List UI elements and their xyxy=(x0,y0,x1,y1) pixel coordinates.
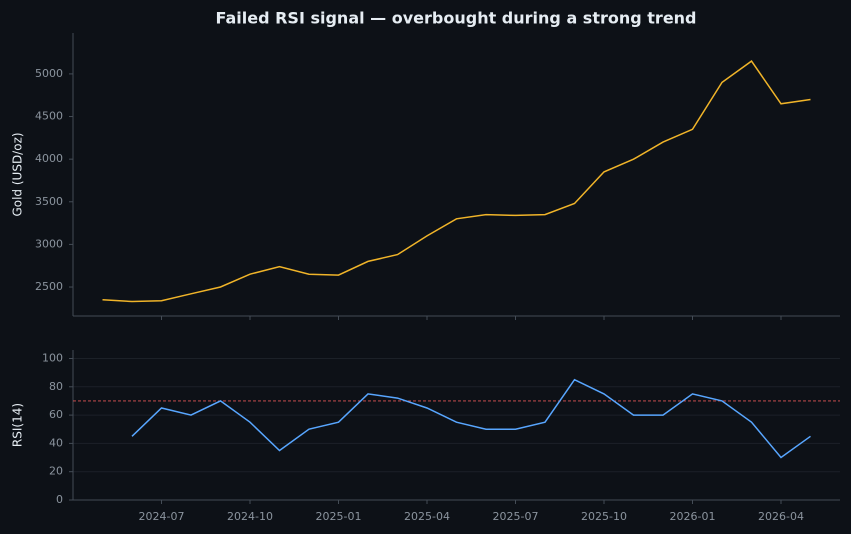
x-tick-label: 2026-04 xyxy=(758,510,804,523)
x-tick-label: 2025-04 xyxy=(404,510,450,523)
y-tick-label: 4500 xyxy=(35,110,63,123)
y-tick-label: 3000 xyxy=(35,237,63,250)
x-tick-label: 2026-01 xyxy=(670,510,716,523)
y-tick-label: 40 xyxy=(49,436,63,449)
y-tick-label: 5000 xyxy=(35,67,63,80)
y-axis-label: Gold (USD/oz) xyxy=(11,132,25,216)
y-tick-label: 80 xyxy=(49,380,63,393)
series-line xyxy=(102,60,811,303)
x-tick-label: 2024-10 xyxy=(227,510,273,523)
y-tick-label: 3500 xyxy=(35,195,63,208)
y-tick-label: 20 xyxy=(49,465,63,478)
chart-title: Failed RSI signal — overbought during a … xyxy=(215,9,696,28)
y-tick-label: 0 xyxy=(56,493,63,506)
x-tick-label: 2025-10 xyxy=(581,510,627,523)
y-tick-label: 4000 xyxy=(35,152,63,165)
series-line xyxy=(131,378,811,459)
x-tick-label: 2024-07 xyxy=(139,510,185,523)
y-tick-label: 60 xyxy=(49,408,63,421)
y-tick-label: 100 xyxy=(42,351,63,364)
y-tick-label: 2500 xyxy=(35,280,63,293)
y-axis-label: RSI(14) xyxy=(11,403,25,447)
x-tick-label: 2025-01 xyxy=(316,510,362,523)
x-tick-label: 2025-07 xyxy=(493,510,539,523)
